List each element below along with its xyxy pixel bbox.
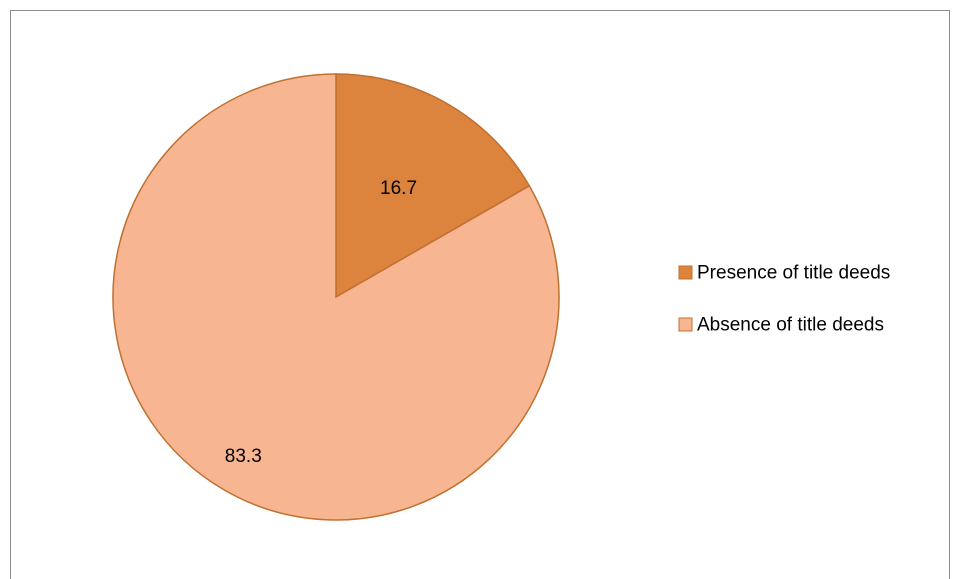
legend-label-absence-of-title-deeds: Absence of title deeds <box>697 315 884 336</box>
legend-swatch-absence-of-title-deeds <box>678 317 693 332</box>
pie-slice-absence-of-title-deeds <box>112 73 560 521</box>
data-label-presence-of-title-deeds: 16.7 <box>380 178 417 199</box>
legend-swatch-presence-of-title-deeds <box>678 265 693 280</box>
pie-slice-presence-of-title-deeds <box>335 73 531 299</box>
legend-label-presence-of-title-deeds: Presence of title deeds <box>697 263 890 284</box>
legend: Presence of title deeds Absence of title … <box>678 263 890 336</box>
data-label-absence-of-title-deeds: 83.3 <box>225 446 262 467</box>
data-labels: 16.7 83.3 <box>225 178 417 467</box>
pie-slices <box>112 73 560 521</box>
